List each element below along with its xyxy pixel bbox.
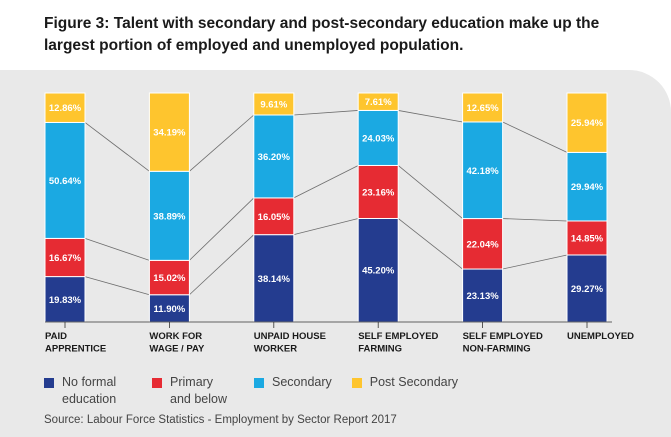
legend-label: Post Secondary: [369, 375, 459, 389]
connector-line: [502, 218, 568, 222]
bar-segment: [566, 92, 608, 153]
connector-line: [84, 276, 150, 296]
bar-segment: [148, 170, 190, 261]
connector-line: [293, 218, 359, 236]
connector-line: [398, 110, 463, 123]
segment-value-label: 16.05%: [258, 212, 291, 223]
category-label: WORK FOR: [149, 331, 202, 342]
connector-line: [189, 197, 255, 261]
bar-segment: [44, 121, 86, 239]
connector-line: [189, 114, 255, 172]
bar-segment: [357, 164, 399, 219]
legend-label: Primary and below: [170, 375, 227, 406]
segment-value-label: 38.89%: [153, 211, 186, 222]
legend-swatch: [254, 378, 264, 388]
chart-legend: No formal education Primary and below Seco…: [44, 374, 478, 408]
legend-label: Secondary: [272, 375, 332, 389]
segment-value-label: 11.90%: [154, 304, 186, 315]
segment-value-label: 16.67%: [49, 253, 82, 264]
category-label: NON-FARMING: [463, 344, 531, 355]
bar-segment: [44, 276, 86, 323]
connector-line: [293, 110, 359, 116]
category-label: SELF EMPLOYED: [463, 331, 543, 342]
category-label: UNEMPLOYED: [567, 331, 634, 342]
bar-segment: [462, 218, 504, 270]
segment-value-label: 9.61%: [260, 100, 287, 111]
legend-swatch: [44, 378, 54, 388]
connector-line: [84, 238, 150, 261]
segment-value-label: 29.94%: [571, 182, 604, 193]
legend-swatch: [351, 378, 362, 388]
bar-segment: [253, 92, 295, 116]
figure-title: Figure 3: Talent with secondary and post…: [44, 15, 600, 54]
connector-line: [502, 254, 568, 270]
segment-value-label: 19.83%: [49, 295, 82, 306]
segment-value-label: 23.16%: [362, 187, 395, 198]
segment-value-label: 38.14%: [258, 274, 291, 285]
connector-line: [189, 234, 255, 296]
bar-segment: [148, 294, 190, 323]
legend-swatch: [152, 378, 162, 388]
segment-value-label: 22.04%: [466, 239, 499, 250]
segment-value-label: 24.03%: [362, 133, 395, 144]
segment-value-label: 7.61%: [365, 97, 392, 108]
legend-item: Secondary: [254, 374, 332, 408]
bar-segment: [44, 237, 86, 278]
legend-item: Primary and below: [152, 374, 234, 408]
segment-value-label: 25.94%: [571, 118, 604, 129]
legend-item: No formal education: [44, 374, 132, 408]
segment-value-label: 50.64%: [49, 176, 82, 187]
category-label: UNPAID HOUSE: [254, 331, 326, 342]
connector-line: [397, 165, 463, 219]
bar-segment: [566, 151, 608, 222]
segment-value-label: 36.20%: [258, 152, 291, 163]
segment-value-label: 45.20%: [362, 266, 395, 277]
segment-labels: 19.83% 16.67% 50.64% 12.86% 11.90% 15.02% 38.8…: [49, 97, 604, 315]
connector-line: [502, 121, 568, 153]
segment-value-label: 29.27%: [571, 284, 604, 295]
bar-segment: [357, 109, 399, 166]
category-label: WAGE / PAY: [149, 344, 205, 355]
legend-label: No formal education: [62, 375, 117, 406]
chart-panel: [0, 70, 671, 437]
connector-lines: [84, 110, 568, 296]
category-label: SELF EMPLOYED: [358, 331, 438, 342]
segment-value-label: 34.19%: [153, 128, 186, 139]
category-label: APPRENTICE: [45, 344, 106, 355]
source-note: Source: Labour Force Statistics - Employ…: [44, 414, 397, 426]
legend-item: Post Secondary: [351, 374, 459, 408]
connector-line: [84, 122, 150, 172]
bar-segment: [253, 114, 295, 199]
bar-segment: [44, 92, 86, 123]
segment-value-label: 15.02%: [153, 273, 186, 284]
bars: [44, 92, 608, 323]
category-label: FARMING: [358, 344, 402, 355]
connector-line: [397, 218, 463, 270]
bar-segment: [357, 92, 399, 111]
bar-segment: [357, 217, 399, 323]
category-label: PAID: [45, 331, 67, 342]
connector-line: [293, 165, 359, 199]
segment-value-label: 12.65%: [466, 103, 499, 114]
bar-segment: [462, 92, 504, 123]
segment-value-label: 42.18%: [466, 166, 499, 177]
segment-value-label: 14.85%: [571, 233, 604, 244]
segment-value-label: 12.86%: [49, 103, 82, 114]
category-label: WORKER: [254, 344, 297, 355]
segment-value-label: 23.13%: [466, 291, 499, 302]
bar-segment: [148, 92, 190, 172]
